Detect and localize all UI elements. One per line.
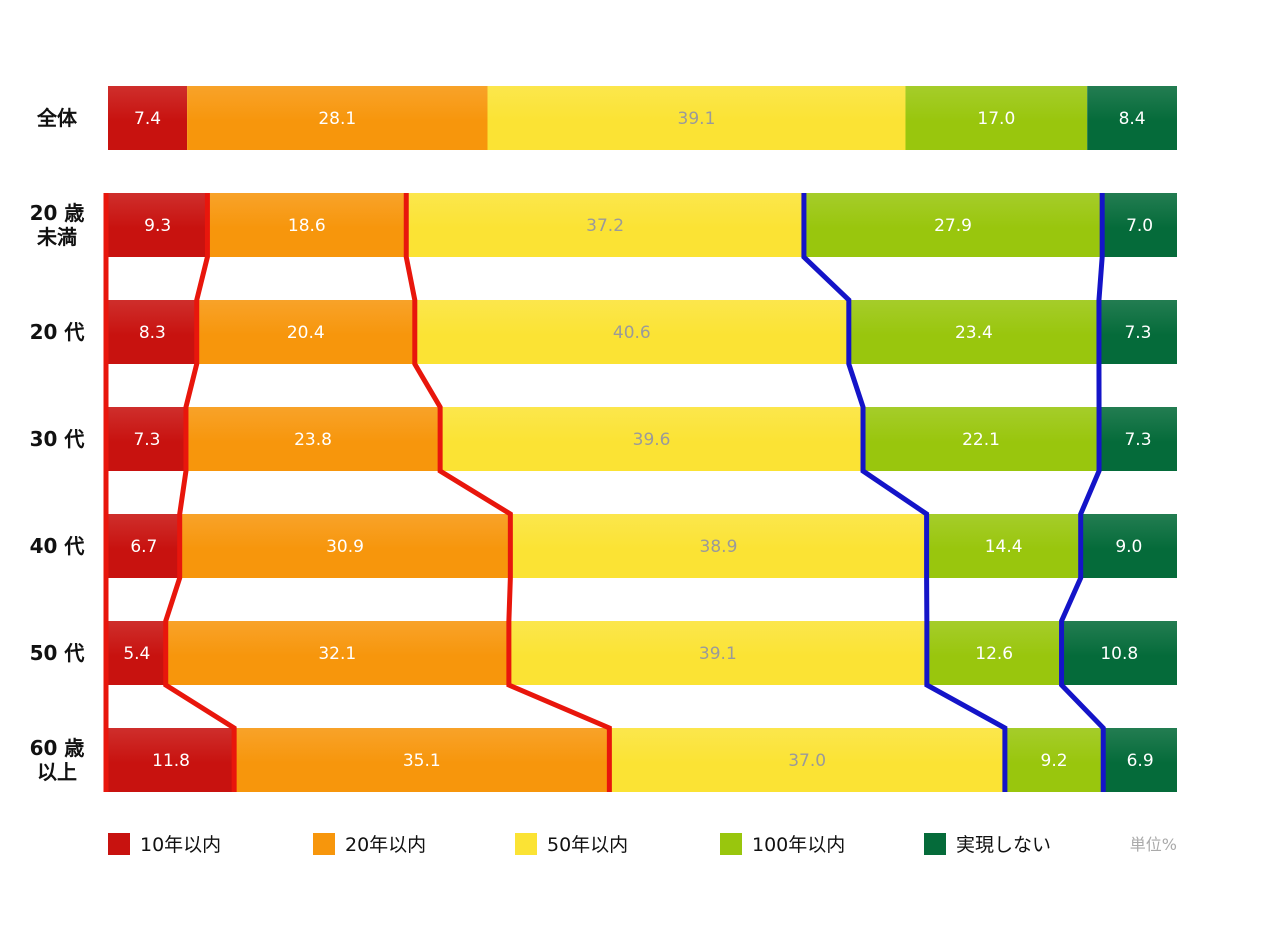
- data-label: 23.8: [294, 430, 332, 450]
- bar-segment: [508, 621, 927, 685]
- data-label: 30.9: [326, 537, 364, 557]
- bar-segment: [108, 621, 166, 685]
- data-label: 12.6: [975, 644, 1013, 664]
- data-label: 20.4: [287, 323, 325, 343]
- bar-segment: [207, 193, 407, 257]
- legend-swatch: [720, 833, 742, 855]
- row-label: 20 歳: [30, 201, 85, 225]
- data-label: 10.8: [1100, 644, 1138, 664]
- data-label: 40.6: [613, 323, 651, 343]
- bar-segment: [108, 407, 186, 471]
- bar-segment: [108, 728, 235, 792]
- bar-segment: [1061, 621, 1177, 685]
- bar-segment: [863, 407, 1100, 471]
- bar-segment: [414, 300, 849, 364]
- data-label: 37.2: [586, 216, 624, 236]
- bar-segment: [1098, 300, 1177, 364]
- bar-segment: [848, 300, 1099, 364]
- data-label: 8.4: [1119, 109, 1146, 129]
- bar-segment: [165, 621, 509, 685]
- bar-segment: [487, 86, 906, 150]
- bar-segment: [1102, 193, 1177, 257]
- data-label: 28.1: [318, 109, 356, 129]
- data-label: 38.9: [700, 537, 738, 557]
- data-label: 8.3: [139, 323, 166, 343]
- bar-segment: [926, 514, 1081, 578]
- legend-swatch: [515, 833, 537, 855]
- bar-segment: [440, 407, 864, 471]
- row-label: 50 代: [30, 641, 85, 665]
- legend-label: 20年以内: [345, 834, 426, 856]
- bar-segment: [905, 86, 1088, 150]
- bar-segment: [234, 728, 610, 792]
- bar-segment: [1099, 407, 1177, 471]
- bar-segment: [1080, 514, 1177, 578]
- row-label: 未満: [37, 225, 77, 249]
- data-label: 39.1: [678, 109, 716, 129]
- unit-label: 単位%: [1130, 835, 1177, 854]
- legend-label: 100年以内: [752, 834, 845, 856]
- bar-segment: [196, 300, 415, 364]
- data-label: 9.2: [1041, 751, 1068, 771]
- data-label: 5.4: [123, 644, 150, 664]
- bar-segment: [187, 86, 488, 150]
- boundary-line: [163, 193, 237, 792]
- data-label: 14.4: [985, 537, 1023, 557]
- bar-segment: [926, 621, 1062, 685]
- data-label: 9.0: [1115, 537, 1142, 557]
- row-label: 30 代: [30, 427, 85, 451]
- legend-swatch: [924, 833, 946, 855]
- bar-segment: [185, 407, 441, 471]
- bar-segment: [406, 193, 804, 257]
- bar-segment: [179, 514, 511, 578]
- data-label: 35.1: [403, 751, 441, 771]
- boundary-line: [1059, 193, 1106, 792]
- boundary-line: [403, 193, 612, 792]
- bar-segment: [108, 193, 208, 257]
- row-label: 20 代: [30, 320, 85, 344]
- bar-segment: [1103, 728, 1177, 792]
- data-label: 27.9: [934, 216, 972, 236]
- data-label: 11.8: [152, 751, 190, 771]
- data-label: 6.7: [130, 537, 157, 557]
- data-label: 7.0: [1126, 216, 1153, 236]
- data-label: 39.6: [633, 430, 671, 450]
- data-label: 22.1: [962, 430, 1000, 450]
- bar-segment: [1087, 86, 1177, 150]
- legend-swatch: [313, 833, 335, 855]
- legend-swatch: [108, 833, 130, 855]
- data-label: 18.6: [288, 216, 326, 236]
- bar-segment: [108, 86, 188, 150]
- data-label: 7.3: [1124, 430, 1151, 450]
- bar-segment: [803, 193, 1103, 257]
- boundary-line: [801, 193, 1008, 792]
- data-label: 39.1: [699, 644, 737, 664]
- bar-segment: [108, 300, 197, 364]
- bar-segment: [510, 514, 927, 578]
- row-label: 40 代: [30, 534, 85, 558]
- data-label: 37.0: [788, 751, 826, 771]
- data-label: 7.3: [1124, 323, 1151, 343]
- data-label: 7.3: [133, 430, 160, 450]
- row-label: 以上: [37, 760, 77, 784]
- data-label: 7.4: [134, 109, 161, 129]
- bar-segment: [609, 728, 1005, 792]
- bar-segment: [108, 514, 180, 578]
- bar-segment: [1004, 728, 1104, 792]
- data-label: 9.3: [144, 216, 171, 236]
- legend-label: 50年以内: [547, 834, 628, 856]
- row-label: 全体: [36, 106, 78, 130]
- legend-label: 10年以内: [140, 834, 221, 856]
- data-label: 32.1: [318, 644, 356, 664]
- data-label: 23.4: [955, 323, 993, 343]
- legend-label: 実現しない: [956, 834, 1051, 856]
- row-label: 60 歳: [30, 736, 85, 760]
- data-label: 17.0: [977, 109, 1015, 129]
- data-label: 6.9: [1127, 751, 1154, 771]
